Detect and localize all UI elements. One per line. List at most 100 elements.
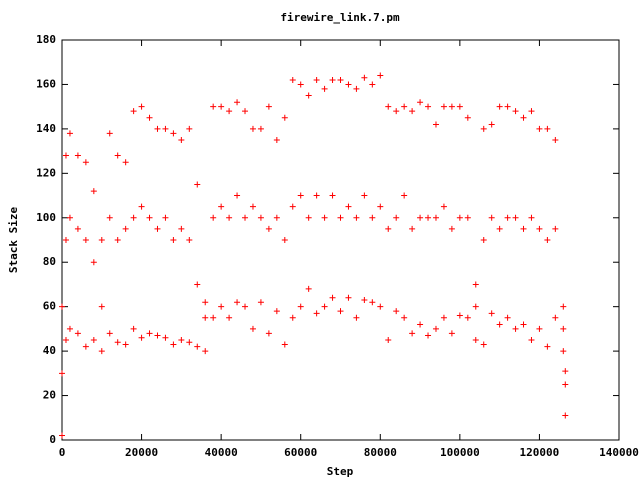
point [560,348,567,355]
point [257,214,264,221]
point [440,314,447,321]
x-tick-label: 40000 [205,446,238,459]
point [520,114,527,121]
point [289,77,296,83]
point [242,303,249,310]
point [520,225,527,232]
point [297,81,304,88]
point [130,325,137,332]
point [154,125,161,132]
point [210,314,217,321]
point [393,108,400,115]
point [504,314,511,321]
point [401,103,408,110]
y-tick-label: 180 [36,33,56,46]
point [170,237,177,243]
x-tick-label: 0 [59,446,66,459]
point [59,432,65,439]
point [178,137,185,143]
point [337,77,344,83]
point [146,214,153,221]
point [265,225,272,232]
point [448,225,455,232]
y-tick-label: 60 [43,300,56,313]
point [59,303,65,310]
y-tick-label: 160 [36,77,56,90]
point [425,332,432,339]
point [520,321,527,328]
point [106,330,113,337]
point [130,108,137,115]
chart-title: firewire_link.7.pm [280,11,400,24]
point [138,203,145,210]
point [321,85,328,92]
point [281,341,288,348]
point [162,125,169,132]
point [488,121,495,128]
point [528,108,535,115]
point [432,214,439,221]
point [417,321,424,328]
point [337,308,344,315]
point [210,214,217,221]
point [305,285,312,292]
y-tick-label: 80 [43,255,56,268]
point [297,303,304,310]
point [90,337,97,343]
point [59,370,65,377]
point [98,237,105,243]
point [162,214,169,221]
x-axis-label: Step [327,465,354,478]
point [297,192,304,199]
point [385,337,392,343]
point [409,330,416,337]
point [210,103,217,110]
point [146,330,153,337]
point [218,203,225,210]
point [234,299,241,306]
point [313,192,320,199]
point [106,130,113,137]
point [321,303,328,310]
point [257,299,264,306]
point [385,225,392,232]
point [562,381,569,388]
point [122,225,129,232]
y-tick-label: 120 [36,166,56,179]
point [138,334,145,341]
point [82,237,89,243]
point [353,214,360,221]
point [361,297,368,303]
point [146,114,153,121]
point [249,325,256,332]
point [562,368,569,375]
point [305,92,312,99]
point [401,192,408,199]
point [409,108,416,115]
point [114,152,121,159]
point [544,237,551,243]
point [313,310,320,317]
point [456,103,463,110]
point [488,214,495,221]
point [154,332,161,339]
point [369,299,376,306]
point [82,343,89,350]
point [66,325,73,332]
point [242,108,249,115]
point [329,77,336,83]
point [536,325,543,332]
x-tick-label: 80000 [364,446,397,459]
point [114,339,121,346]
point [353,314,360,321]
y-tick-label: 140 [36,122,56,135]
point [257,125,264,132]
point [353,85,360,92]
point [90,259,97,266]
point [202,348,209,355]
point [562,412,569,419]
point [329,192,336,199]
point [480,341,487,348]
